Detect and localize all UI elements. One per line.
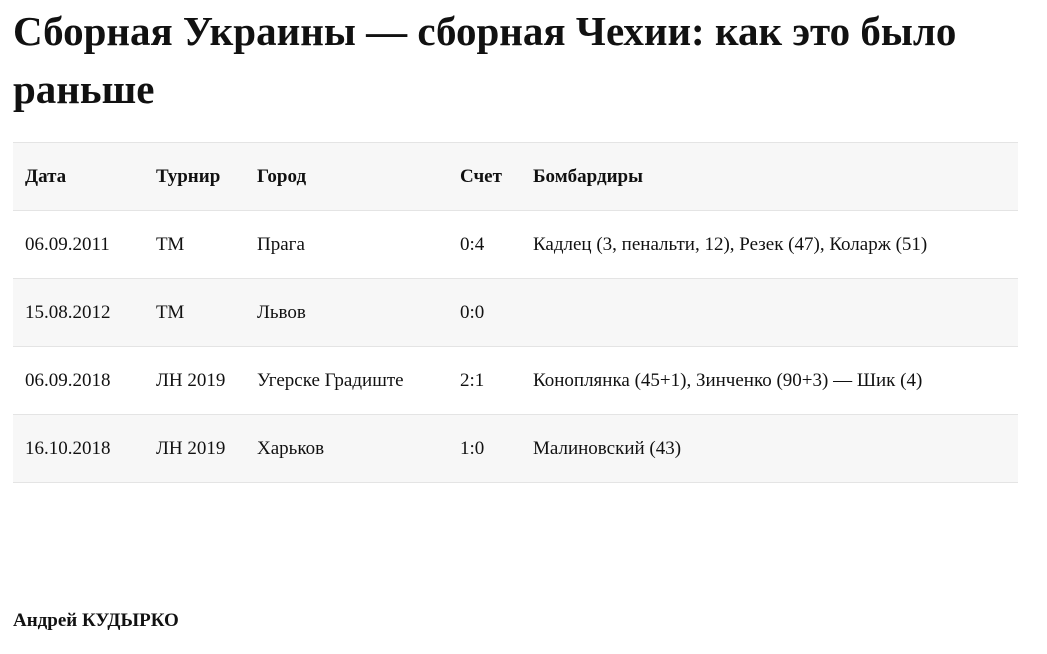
cell-score: 0:0 bbox=[448, 278, 521, 347]
cell-date: 06.09.2018 bbox=[13, 346, 144, 415]
cell-score: 1:0 bbox=[448, 414, 521, 483]
header-score: Счет bbox=[448, 142, 521, 211]
cell-score: 2:1 bbox=[448, 346, 521, 415]
table-row: 06.09.2018 ЛН 2019 Угерске Градиште 2:1 … bbox=[13, 346, 1018, 415]
cell-scorers: Кадлец (3, пенальти, 12), Резек (47), Ко… bbox=[521, 210, 1018, 279]
article-title: Сборная Украины — сборная Чехии: как это… bbox=[13, 8, 957, 112]
cell-scorers bbox=[521, 278, 1018, 347]
table-row: 16.10.2018 ЛН 2019 Харьков 1:0 Малиновск… bbox=[13, 414, 1018, 483]
cell-score: 0:4 bbox=[448, 210, 521, 279]
cell-city: Харьков bbox=[245, 414, 448, 483]
cell-date: 15.08.2012 bbox=[13, 278, 144, 347]
table-header-row: Дата Турнир Город Счет Бомбардиры bbox=[13, 142, 1018, 211]
matches-table: Дата Турнир Город Счет Бомбардиры 06.09.… bbox=[13, 142, 1018, 483]
cell-city: Львов bbox=[245, 278, 448, 347]
article-author: Андрей КУДЫРКО bbox=[13, 610, 179, 631]
header-date: Дата bbox=[13, 142, 144, 211]
cell-city: Прага bbox=[245, 210, 448, 279]
cell-tournament: ТМ bbox=[144, 278, 245, 347]
cell-tournament: ЛН 2019 bbox=[144, 346, 245, 415]
cell-tournament: ЛН 2019 bbox=[144, 414, 245, 483]
header-scorers: Бомбардиры bbox=[521, 142, 1018, 211]
cell-date: 06.09.2011 bbox=[13, 210, 144, 279]
cell-scorers: Малиновский (43) bbox=[521, 414, 1018, 483]
table-row: 06.09.2011 ТМ Прага 0:4 Кадлец (3, пенал… bbox=[13, 210, 1018, 279]
cell-date: 16.10.2018 bbox=[13, 414, 144, 483]
cell-scorers: Коноплянка (45+1), Зинченко (90+3) — Шик… bbox=[521, 346, 1018, 415]
header-city: Город bbox=[245, 142, 448, 211]
cell-city: Угерске Градиште bbox=[245, 346, 448, 415]
header-tournament: Турнир bbox=[144, 142, 245, 211]
table-row: 15.08.2012 ТМ Львов 0:0 bbox=[13, 278, 1018, 347]
cell-tournament: ТМ bbox=[144, 210, 245, 279]
